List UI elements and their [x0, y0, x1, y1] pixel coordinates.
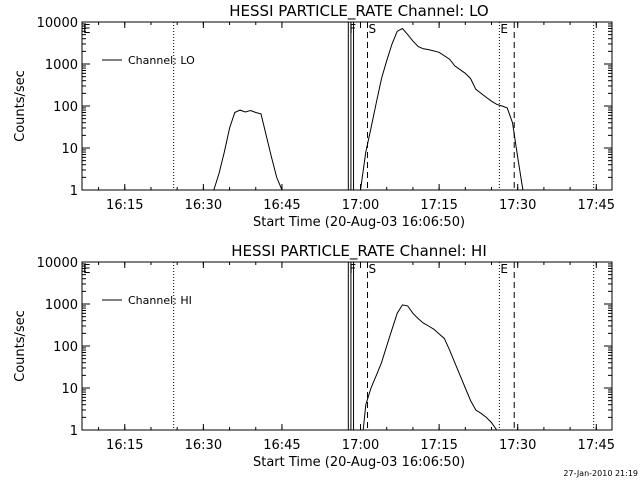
- y-tick-label: 10000: [37, 256, 78, 271]
- chart-title: HESSI PARTICLE_RATE Channel: LO: [229, 2, 488, 21]
- marker-label-e: E: [500, 22, 508, 36]
- marker-label-f: F: [349, 22, 356, 36]
- chart-panel-lo: HESSI PARTICLE_RATE Channel: LO Start Tim…: [13, 2, 615, 230]
- x-tick-label: 17:45: [578, 438, 615, 453]
- x-tick-label: 16:30: [185, 438, 222, 453]
- y-tick-label: 1000: [45, 298, 78, 313]
- y-tick-label: 100: [53, 100, 78, 115]
- marker-label-e: E: [500, 262, 508, 276]
- y-tick-label: 1: [70, 184, 78, 199]
- y-tick-label: 100: [53, 340, 78, 355]
- x-tick-label: 16:15: [106, 198, 143, 213]
- x-tick-label: 17:45: [578, 198, 615, 213]
- y-axis-label: Counts/sec: [13, 310, 28, 382]
- y-tick-label: 1: [70, 424, 78, 439]
- x-tick-label: 17:15: [420, 198, 457, 213]
- marker-label-s: S: [369, 262, 377, 276]
- x-tick-label: 16:45: [263, 198, 300, 213]
- y-axis-label: Counts/sec: [13, 70, 28, 142]
- series-line-segment-0: [213, 109, 288, 191]
- footer-timestamp: 27-Jan-2010 21:19: [563, 469, 638, 478]
- x-tick-label: 16:15: [106, 438, 143, 453]
- marker-label-s: S: [369, 22, 377, 36]
- x-tick-label: 17:00: [342, 198, 379, 213]
- marker-label-edge: E: [83, 22, 91, 36]
- x-tick-label: 16:45: [263, 438, 300, 453]
- x-tick-label: 17:30: [499, 198, 536, 213]
- y-tick-label: 10: [61, 142, 78, 157]
- y-tick-label: 10000: [37, 16, 78, 31]
- legend-label: Channel: LO: [128, 54, 195, 67]
- marker-label-f: F: [349, 262, 356, 276]
- x-tick-label: 17:30: [499, 438, 536, 453]
- legend-label: Channel: HI: [128, 294, 192, 307]
- x-tick-label: 16:30: [185, 198, 222, 213]
- plot-frame: [81, 261, 613, 431]
- x-axis-label: Start Time (20-Aug-03 16:06:50): [253, 455, 465, 470]
- y-tick-label: 10: [61, 382, 78, 397]
- chart-title: HESSI PARTICLE_RATE Channel: HI: [231, 242, 487, 261]
- series-line-segment-1: [360, 27, 524, 191]
- y-tick-label: 1000: [45, 58, 78, 73]
- chart-panel-hi: HESSI PARTICLE_RATE Channel: HI Start Tim…: [13, 242, 615, 470]
- series-line-segment-0: [362, 304, 498, 431]
- plot-frame: [81, 21, 613, 191]
- x-tick-label: 17:15: [420, 438, 457, 453]
- x-tick-label: 17:00: [342, 438, 379, 453]
- marker-label-edge: E: [83, 262, 91, 276]
- x-axis-label: Start Time (20-Aug-03 16:06:50): [253, 215, 465, 230]
